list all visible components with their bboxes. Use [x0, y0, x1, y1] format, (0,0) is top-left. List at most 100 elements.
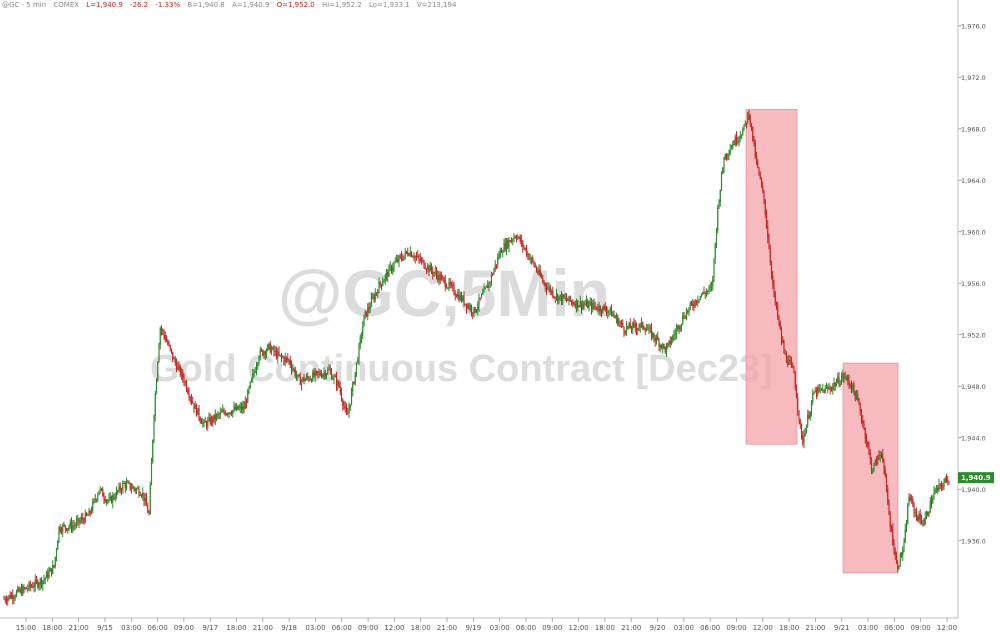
- candle-body: [328, 369, 330, 371]
- candle-body: [182, 371, 184, 379]
- candle-body: [447, 287, 449, 289]
- candle-body: [273, 347, 275, 353]
- candle-body: [837, 377, 839, 383]
- candle-body: [647, 329, 649, 331]
- candle-body: [849, 384, 851, 386]
- candle-body: [210, 417, 213, 424]
- candle-body: [548, 286, 550, 288]
- candle-body: [658, 339, 660, 347]
- candle-body: [403, 255, 405, 260]
- candle-body: [275, 350, 278, 359]
- candle-body: [134, 488, 136, 491]
- candle-body: [242, 406, 244, 410]
- candle-body: [760, 178, 763, 186]
- candle-body: [582, 304, 584, 309]
- candle-body: [288, 359, 290, 361]
- candle-body: [422, 259, 424, 261]
- candle-body: [292, 369, 294, 370]
- candle-body: [377, 292, 379, 294]
- candle-body: [813, 392, 815, 394]
- candle-body: [37, 581, 39, 587]
- x-tick-label: 9/19: [465, 624, 481, 632]
- candle-body: [298, 374, 300, 377]
- candle-body: [467, 304, 469, 309]
- candle-body: [264, 351, 266, 355]
- x-tick-label: 09:00: [174, 624, 194, 632]
- candle-body: [108, 498, 110, 501]
- candle-body: [50, 568, 53, 574]
- candle-body: [455, 295, 458, 298]
- candle-body: [625, 326, 628, 333]
- candle-body: [262, 350, 264, 356]
- candle-body: [718, 202, 720, 208]
- candle-body: [338, 381, 340, 387]
- candle-body: [442, 276, 444, 278]
- candle-body: [904, 529, 906, 543]
- volume: V=213,194: [416, 1, 457, 9]
- candle-body: [855, 394, 858, 400]
- candle-body: [337, 381, 339, 386]
- candle-body: [657, 336, 659, 340]
- candle-body: [724, 153, 726, 160]
- candle-body: [99, 488, 101, 491]
- candle-body: [18, 588, 20, 592]
- candle-body: [774, 292, 776, 303]
- candle-body: [918, 513, 920, 521]
- candle-body: [143, 492, 145, 502]
- candle-body: [515, 237, 518, 239]
- candle-body: [23, 586, 25, 589]
- price-change-pct: -1.33%: [155, 1, 181, 9]
- candle-body: [363, 314, 365, 327]
- candle-body: [437, 274, 439, 281]
- candle-body: [140, 495, 143, 497]
- candle-body: [507, 240, 509, 248]
- candle-body: [340, 391, 343, 400]
- y-tick-label: 1,960.0: [961, 228, 986, 236]
- candle-body: [792, 365, 794, 368]
- candle-body: [609, 307, 611, 311]
- candle-body: [612, 314, 614, 317]
- candle-body: [188, 393, 190, 398]
- x-tick-label: 9/21: [834, 624, 850, 632]
- candle-body: [255, 366, 258, 372]
- candle-body: [583, 304, 585, 306]
- candle-body: [627, 326, 629, 328]
- candle-body: [859, 403, 861, 413]
- candle-body: [254, 371, 256, 373]
- candle-body: [223, 410, 225, 413]
- candle-body: [675, 328, 678, 334]
- highlight-box: [842, 362, 899, 574]
- candle-body: [243, 406, 245, 410]
- candle-body: [594, 306, 596, 307]
- candle-body: [930, 500, 933, 504]
- candle-body: [425, 269, 428, 270]
- candle-body: [289, 359, 291, 365]
- candle-body: [565, 297, 568, 300]
- candle-body: [54, 556, 56, 567]
- candle-body: [200, 421, 203, 424]
- candle-body: [89, 510, 91, 513]
- candle-body: [418, 255, 420, 259]
- candle-body: [8, 595, 10, 598]
- candle-body: [877, 455, 879, 465]
- candle-body: [253, 372, 255, 374]
- candle-body: [163, 330, 165, 336]
- candle-body: [500, 250, 503, 253]
- candle-body: [237, 405, 239, 410]
- candle-body: [314, 371, 316, 377]
- candle-body: [39, 579, 41, 585]
- candle-body: [588, 303, 590, 308]
- candle-body: [630, 328, 633, 330]
- candle-body: [70, 522, 73, 530]
- candle-body: [157, 362, 159, 381]
- candle-body: [503, 243, 505, 253]
- candle-body: [750, 123, 753, 127]
- candle-body: [580, 301, 583, 309]
- candle-body: [327, 369, 329, 374]
- candle-body: [567, 299, 569, 301]
- candle-body: [463, 296, 465, 305]
- candle-body: [579, 301, 581, 306]
- x-tick-label: 12:00: [569, 624, 589, 632]
- candle-body: [78, 518, 80, 523]
